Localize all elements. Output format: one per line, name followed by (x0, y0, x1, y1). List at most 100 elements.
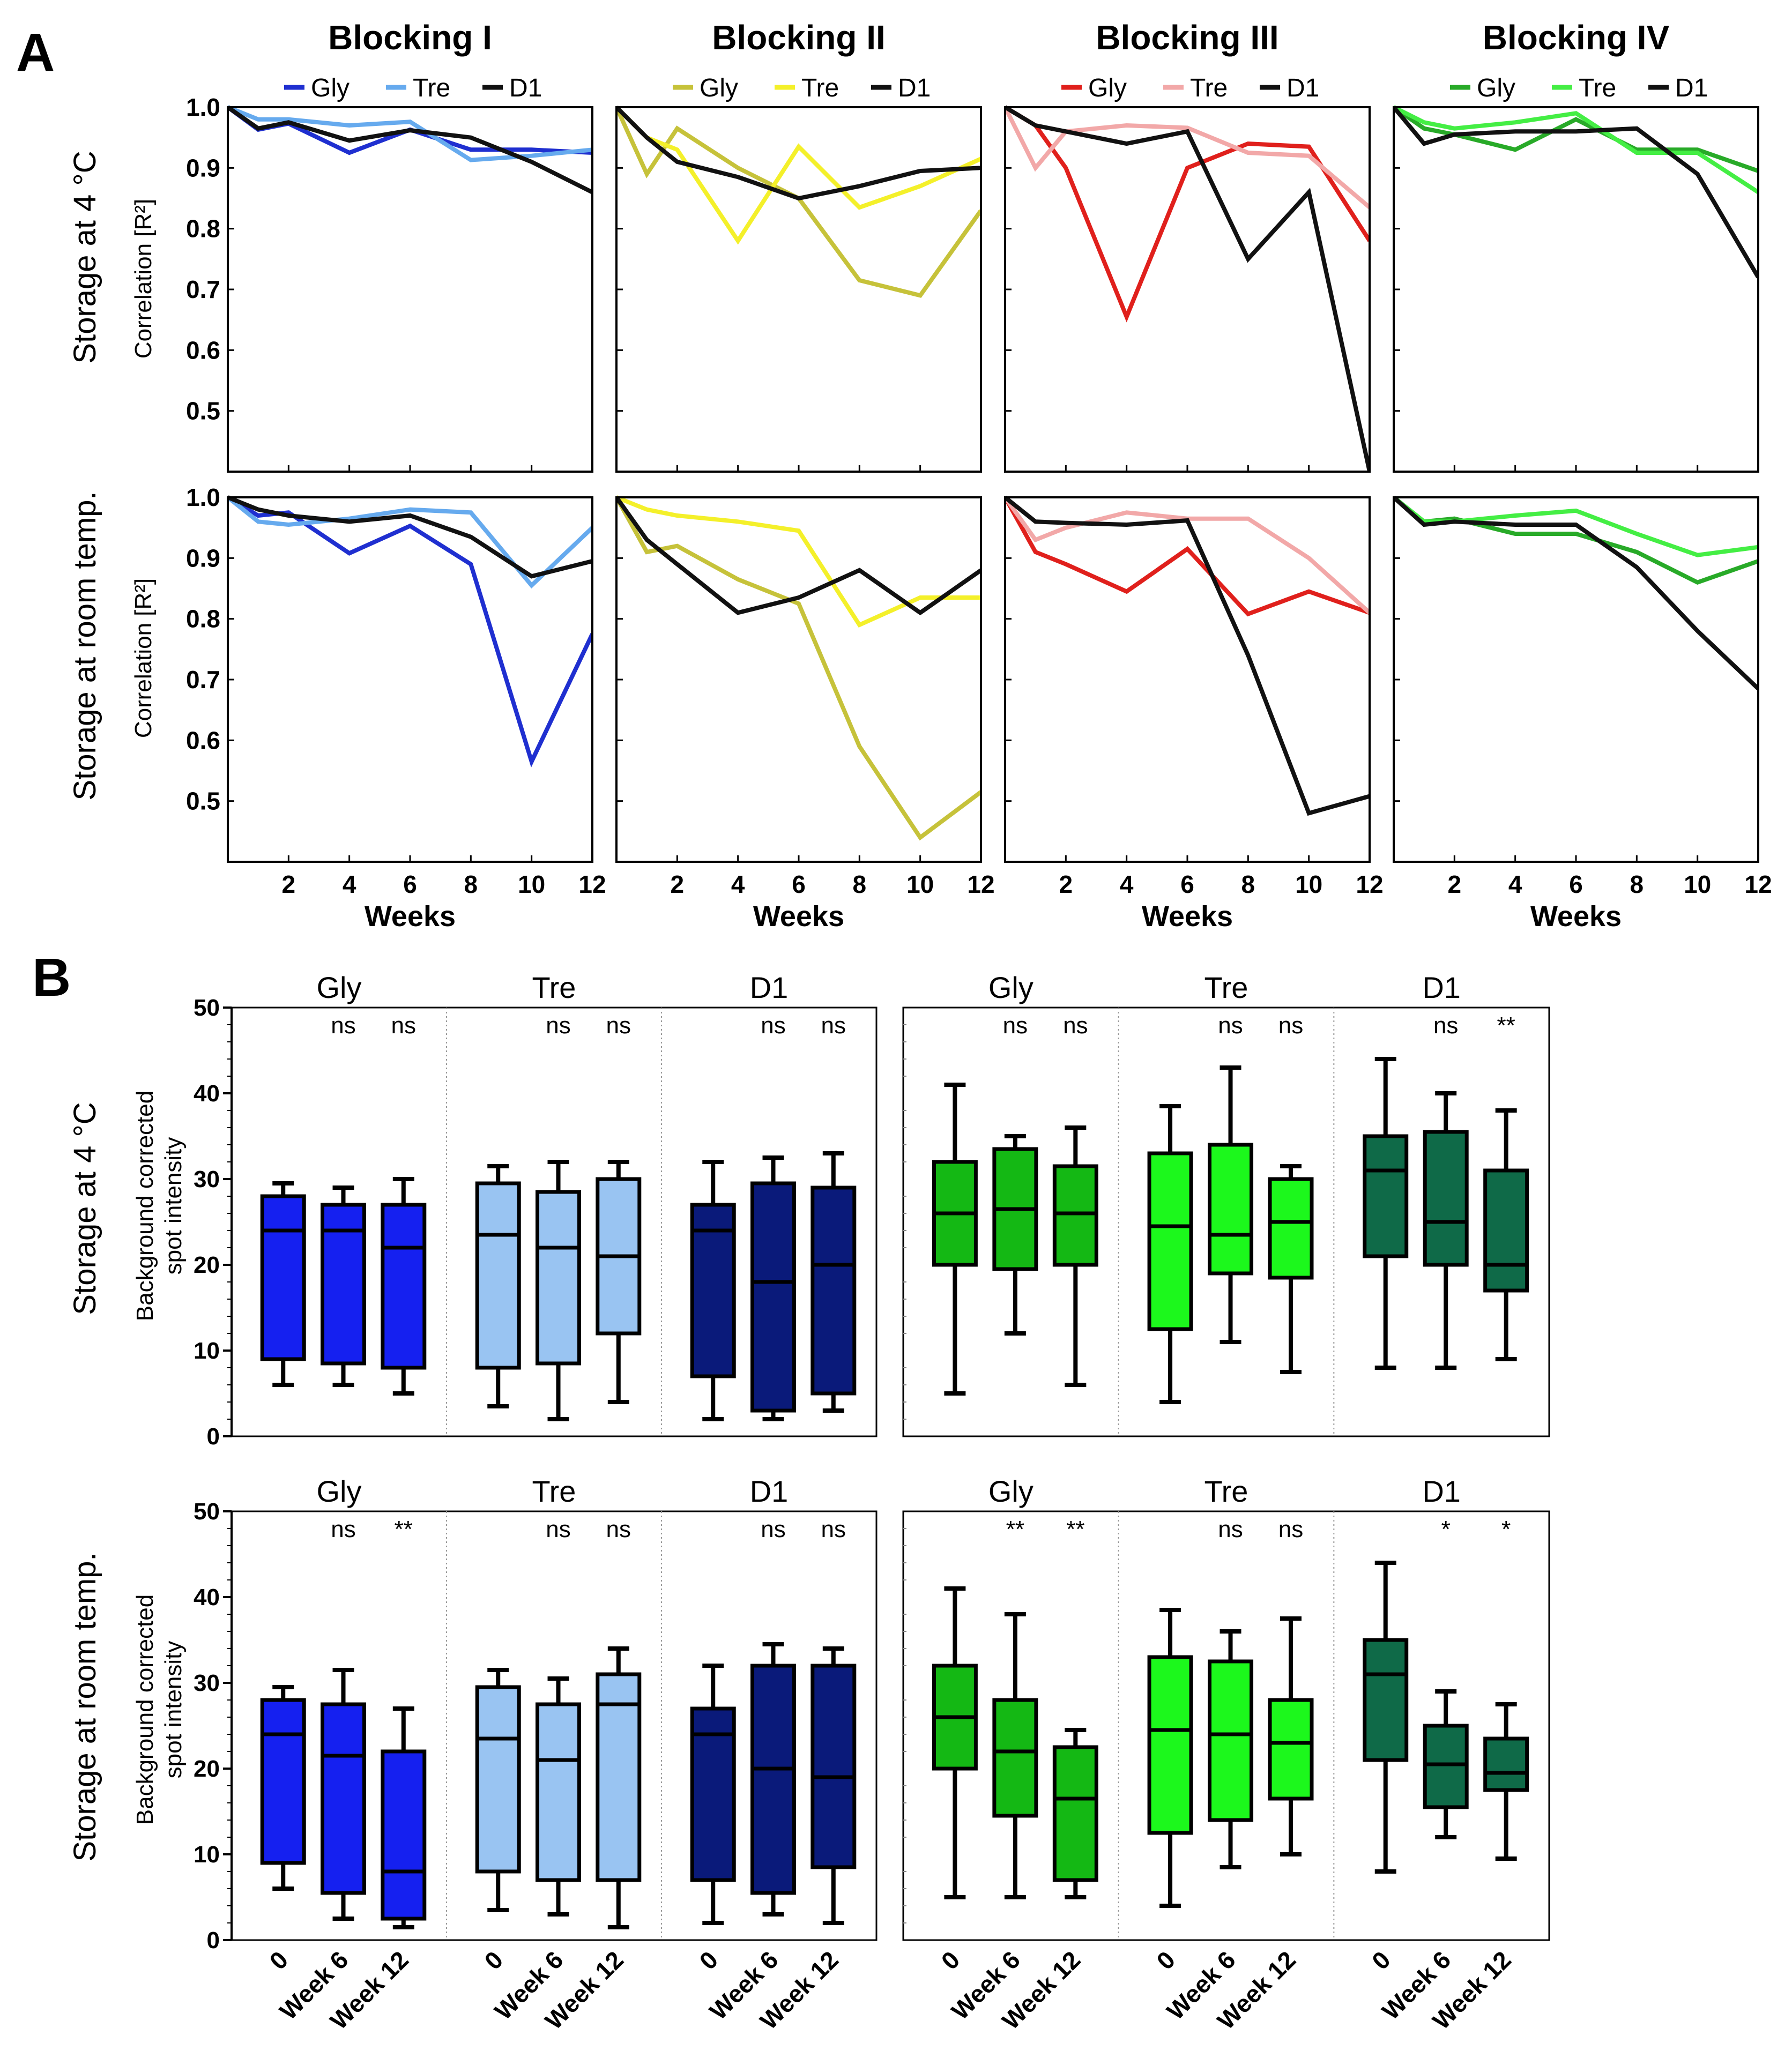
blocking-4-room-xtick-label: 10 (1684, 870, 1711, 898)
b-blue-room-d1-box-week6-iqr (750, 1664, 797, 1895)
blocking-2-room-xtick-label: 2 (671, 870, 685, 898)
b-green-4c-d1-box-week12-iqr (1483, 1168, 1529, 1293)
b-blue-room-d1-box-0-iqr (690, 1706, 736, 1882)
b-blue-4c-ytick-label: 20 (194, 1252, 220, 1278)
b-blue-4c-gly-box-0-iqr (260, 1194, 306, 1361)
blocking-2-room-xtick-label: 6 (792, 870, 806, 898)
blocking-1-legend-label-d1: D1 (509, 74, 542, 102)
b-green-room-gly-group-label: Gly (988, 1474, 1033, 1508)
blocking-1-4c-frame (227, 106, 593, 473)
blocking-3-4c-series-tre (1005, 106, 1370, 210)
b-blue-4c-tre-box-0-iqr (475, 1181, 521, 1370)
b-green-4c-tre-box-week6-significance: ns (1218, 1012, 1243, 1039)
a-ylabel-bottom: Correlation [R²] (130, 578, 157, 738)
b-blue-room-d1-box-week12-significance: ns (821, 1516, 846, 1542)
blocking-1-room-xtick-label: 8 (464, 870, 478, 898)
b-green-room-tre-box-week6-significance: ns (1218, 1516, 1243, 1542)
blocking-1-room-ytick-label: 0.8 (186, 605, 220, 633)
blocking-2-legend-label-tre: Tre (801, 74, 839, 102)
b-green-room-d1-box-week6-iqr (1423, 1724, 1469, 1809)
blocking-1-room-series-tre (228, 495, 592, 589)
b-green-room-d1-box-0-category-label: 0 (1366, 1945, 1396, 1975)
blocking-2-room-series-d1 (616, 496, 981, 616)
b-green-room-d1-group-label: D1 (1422, 1474, 1461, 1508)
b-green-4c-d1-box-week6-iqr (1423, 1130, 1469, 1267)
b-blue-4c-d1-box-week12-significance: ns (821, 1012, 846, 1039)
blocking-1-4c-ytick-label: 0.6 (186, 336, 220, 364)
blocking-4-room-xtick-label: 4 (1508, 870, 1522, 898)
b-blue-4c-gly-box-week12-significance: ns (391, 1012, 416, 1039)
a-row-title-room: Storage at room temp. (68, 491, 102, 800)
b-blue-room-ytick-label: 30 (194, 1670, 220, 1696)
b-blue-4c-ytick-label: 50 (194, 995, 220, 1021)
blocking-3-room-series-d1 (1005, 495, 1370, 816)
blocking-4-legend-label-d1: D1 (1675, 74, 1708, 102)
b-green-4c-tre-box-week12-iqr (1268, 1177, 1314, 1280)
blocking-1-4c-ytick-label: 0.9 (186, 154, 220, 182)
b-blue-4c-gly-box-week6-significance: ns (331, 1012, 355, 1039)
blocking-2-4c-series-tre (616, 106, 981, 245)
b-blue-4c-tre-box-week6-significance: ns (546, 1012, 570, 1039)
a-ylabel-top: Correlation [R²] (130, 199, 157, 359)
b-ylabel-line2-bottom: spot intensity (160, 1641, 187, 1779)
b-green-room-tre-box-week12-significance: ns (1278, 1516, 1303, 1542)
blocking-1-4c-ytick-label: 1.0 (186, 93, 220, 121)
b-green-room-tre-group-label: Tre (1204, 1474, 1248, 1508)
b-green-room-gly-box-week12-significance: ** (1066, 1516, 1084, 1542)
b-blue-room-d1-group-label: D1 (750, 1474, 789, 1508)
b-blue-room-tre-box-week6-iqr (536, 1702, 582, 1882)
b-row-title-4c: Storage at 4 °C (68, 1102, 102, 1315)
b-blue-4c-ytick-label: 10 (194, 1338, 220, 1364)
blocking-2-4c-frame (615, 106, 982, 473)
blocking-3-room-xtick-label: 10 (1295, 870, 1322, 898)
blocking-3-xlabel: Weeks (1142, 900, 1233, 933)
b-green-4c-gly-box-week12-significance: ns (1063, 1012, 1088, 1039)
b-blue-room-gly-box-week6-significance: ns (331, 1516, 355, 1542)
b-ylabel-line2-top: spot intensity (160, 1137, 187, 1275)
b-blue-room-ytick-label: 0 (207, 1927, 220, 1953)
blocking-3-title: Blocking III (1096, 18, 1278, 57)
b-blue-room-d1-box-week6-significance: ns (761, 1516, 785, 1542)
blocking-4-4c-frame (1393, 106, 1759, 473)
blocking-4-4c-series-gly (1394, 105, 1758, 173)
b-row-title-room: Storage at room temp. (68, 1552, 102, 1861)
b-green-room-tre-box-week12-iqr (1268, 1698, 1314, 1801)
blocking-2-room-xtick-label: 12 (967, 870, 994, 898)
blocking-2-legend-label-gly: Gly (700, 74, 738, 102)
b-blue-room-tre-box-0-iqr (475, 1685, 521, 1874)
b-green-4c-d1-box-week6-significance: ns (1433, 1012, 1458, 1039)
blocking-3-room-xtick-label: 8 (1241, 870, 1255, 898)
b-blue-4c-tre-group-label: Tre (532, 971, 576, 1004)
b-blue-4c-d1-box-week12-iqr (811, 1185, 857, 1396)
b-blue-room-frame (230, 1510, 878, 1941)
blocking-3-room-series-tre (1005, 496, 1370, 615)
blocking-1-4c-ytick-label: 0.7 (186, 275, 220, 303)
panel-a-letter: A (16, 23, 55, 83)
blocking-1-room-xtick-label: 6 (403, 870, 417, 898)
blocking-1-room-ytick-label: 0.7 (186, 666, 220, 694)
b-blue-4c-d1-box-week6-significance: ns (761, 1012, 785, 1039)
blocking-2-xlabel: Weeks (753, 900, 844, 933)
b-green-room-d1-box-week6-significance: * (1441, 1516, 1451, 1542)
b-blue-room-gly-group-label: Gly (317, 1474, 362, 1508)
a-row-title-4c: Storage at 4 °C (68, 151, 102, 363)
blocking-1-room-xtick-label: 10 (518, 870, 545, 898)
b-blue-4c-ytick-label: 30 (194, 1166, 220, 1192)
panel-a: Blocking I Gly Tre D1 1.0 0.9 0.8 0.7 0.6 0.5 1.0 0… (186, 18, 1772, 933)
blocking-3-4c-series-gly (1005, 105, 1370, 323)
panel-b: 50 40 30 20 10 0 Gly ns ns Tre ns ns D1 ns ns Gly ns ns Tr… (194, 971, 1550, 2035)
blocking-3-legend-label-d1: D1 (1287, 74, 1319, 102)
blocking-4-room-series-d1 (1394, 496, 1758, 690)
b-blue-4c-gly-box-week6-iqr (321, 1203, 367, 1366)
b-blue-room-gly-box-week12-iqr (381, 1749, 427, 1921)
b-blue-4c-gly-group-label: Gly (317, 971, 362, 1004)
blocking-3-legend-label-gly: Gly (1088, 74, 1127, 102)
b-green-room-d1-box-week12-significance: * (1501, 1516, 1511, 1542)
blocking-1-room-series-d1 (228, 495, 592, 579)
b-green-room-gly-box-week6-iqr (992, 1698, 1038, 1818)
b-blue-4c-ytick-label: 40 (194, 1080, 220, 1107)
blocking-4-room-xtick-label: 2 (1448, 870, 1462, 898)
b-blue-room-ytick-label: 50 (194, 1498, 220, 1525)
blocking-2-legend-label-d1: D1 (898, 74, 931, 102)
